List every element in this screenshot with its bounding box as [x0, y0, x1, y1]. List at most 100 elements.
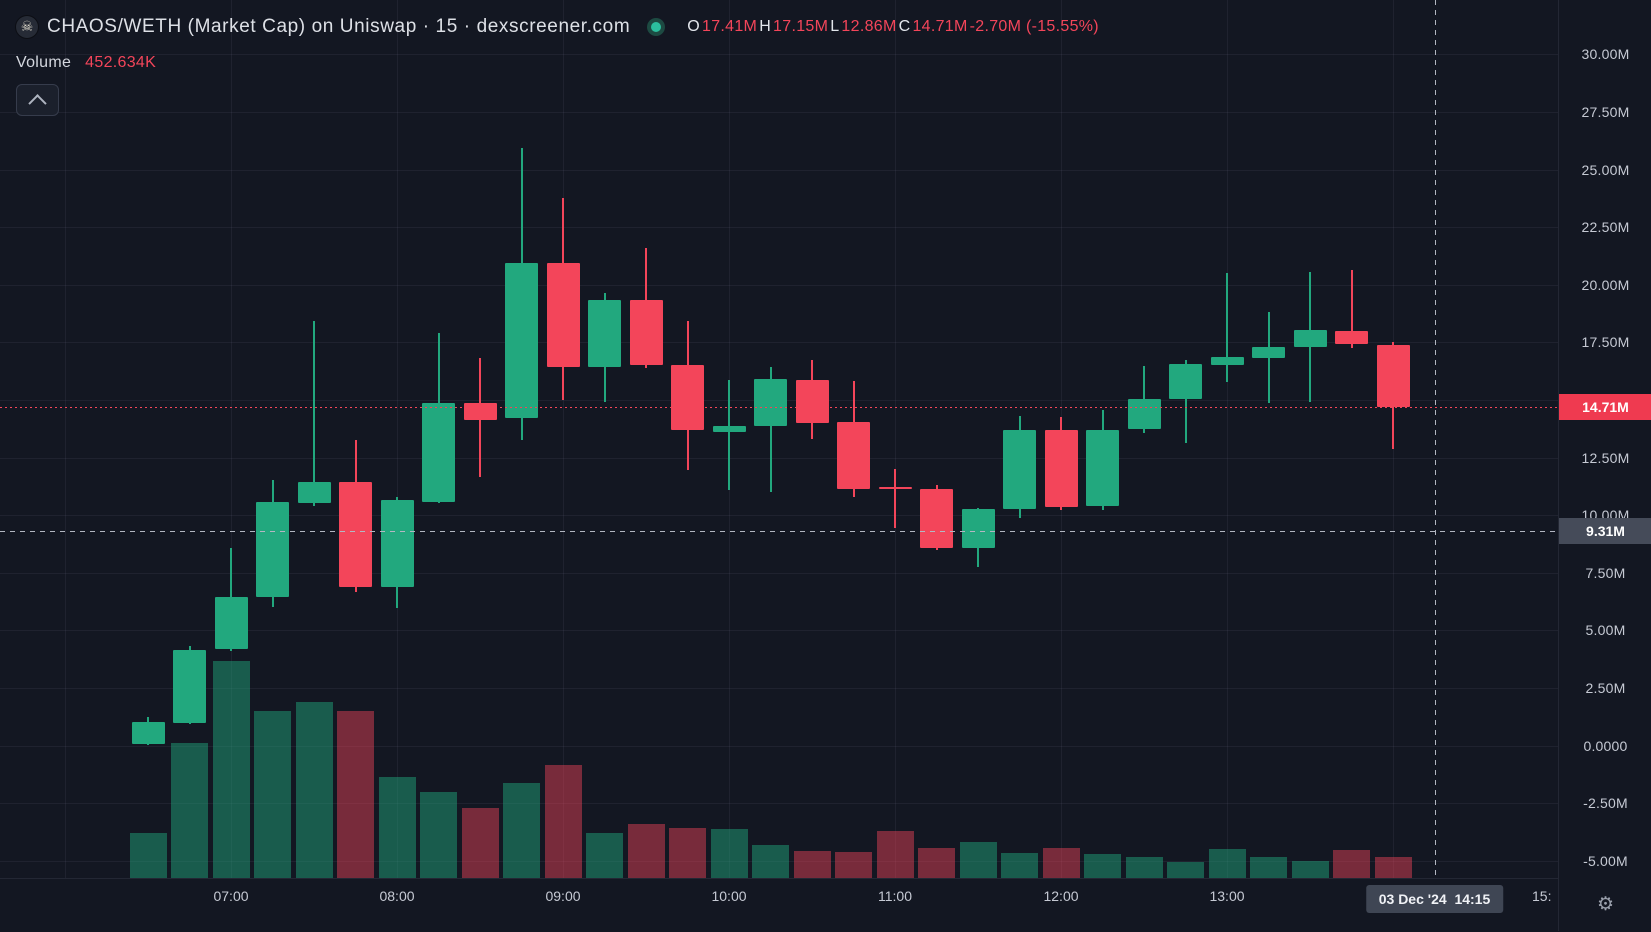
candle — [1376, 344, 1410, 407]
price-axis-label: 30.00M — [1581, 46, 1630, 63]
close-label: C — [898, 17, 911, 35]
high-value: 17.15M — [773, 17, 829, 35]
volume-bar — [544, 764, 582, 878]
horizontal-gridline — [0, 342, 1558, 344]
candle — [837, 422, 870, 490]
vertical-gridline — [65, 0, 66, 878]
volume-bar — [876, 830, 914, 878]
time-axis-label: 10:00 — [711, 888, 747, 904]
candle — [1293, 329, 1327, 348]
horizontal-gridline — [0, 169, 1558, 171]
candle-wick — [894, 469, 896, 529]
price-axis-label: 22.50M — [1581, 219, 1630, 236]
volume-bar — [1374, 857, 1412, 878]
crosshair-price-badge: 9.31M — [1559, 518, 1651, 545]
volume-bar — [171, 743, 208, 878]
price-axis-label: -5.00M — [1583, 852, 1628, 869]
volume-bar — [586, 833, 623, 878]
gear-icon[interactable]: ⚙ — [1596, 894, 1615, 915]
price-axis-label: 0.0000 — [1583, 737, 1628, 754]
change-value: -2.70M (-15.55%) — [969, 17, 1099, 35]
chevron-up-icon — [28, 93, 47, 113]
candle-wick — [1350, 270, 1353, 349]
candle — [1335, 330, 1368, 345]
candle-wick — [728, 380, 730, 491]
price-axis-label: -2.50M — [1583, 795, 1628, 812]
volume-bar — [835, 851, 872, 878]
candle-wick — [1226, 273, 1228, 382]
price-axis-label: 5.00M — [1585, 622, 1626, 639]
time-axis-label: 08:00 — [379, 888, 415, 904]
price-axis-label: 27.50M — [1581, 104, 1630, 121]
volume-bar — [420, 791, 457, 878]
candle — [505, 263, 538, 419]
candle — [380, 499, 414, 587]
candle-wick — [1184, 360, 1187, 443]
horizontal-gridline — [0, 112, 1558, 114]
candle — [712, 426, 746, 432]
time-axis-label: 13:00 — [1209, 888, 1245, 904]
volume-label: Volume — [16, 54, 72, 71]
candle — [920, 489, 953, 549]
vertical-gridline — [895, 0, 896, 878]
current-price-line — [0, 406, 1558, 408]
horizontal-gridline — [0, 227, 1558, 229]
time-axis[interactable]: 03 Dec '24 14:15 07:00 08:00 09:00 10:00 11:… — [0, 878, 1651, 932]
volume-bar — [918, 848, 955, 878]
ohlc-readout: O 17.41M H 17.15M L 12.86M C 14.71M -2.70M (… — [687, 18, 1101, 36]
candle — [629, 300, 663, 365]
candle — [214, 596, 248, 650]
volume-bar — [1167, 861, 1204, 878]
crosshair-vertical-line — [1434, 0, 1436, 878]
legend: ☠ CHAOS/WETH (Market Cap) on Uniswap · 1… — [16, 13, 1101, 116]
candle — [961, 509, 995, 549]
horizontal-gridline — [0, 457, 1558, 459]
close-value: 14.71M — [912, 17, 968, 35]
time-axis-label: 11:00 — [878, 888, 912, 904]
volume-bar — [710, 829, 748, 878]
volume-bar — [461, 807, 499, 878]
time-axis-label: 12:00 — [1043, 888, 1079, 904]
volume-bar — [1291, 861, 1329, 878]
chart-plot-area[interactable] — [0, 0, 1558, 878]
time-axis-label-clipped: 15: — [1532, 888, 1552, 904]
volume-bar — [1084, 853, 1121, 878]
volume-bar — [295, 701, 333, 878]
candle — [1086, 429, 1119, 506]
vertical-gridline — [397, 0, 398, 878]
candle — [256, 501, 289, 597]
crosshair-time-badge: 03 Dec '24 14:15 — [1365, 885, 1504, 913]
price-axis-label: 7.50M — [1585, 564, 1626, 581]
candle-wick — [313, 320, 315, 506]
volume-bar — [1001, 853, 1038, 878]
volume-bar — [337, 710, 374, 878]
vertical-gridline — [563, 0, 564, 878]
volume-bar — [793, 850, 831, 878]
volume-bar — [627, 824, 665, 878]
volume-bar — [1125, 856, 1163, 878]
horizontal-gridline — [0, 803, 1558, 805]
volume-value: 452.634K — [85, 54, 157, 71]
high-label: H — [759, 17, 772, 35]
candle — [546, 263, 580, 367]
volume-bar — [212, 661, 250, 878]
crosshair-horizontal-line — [0, 531, 1558, 533]
axis-corner-cell: ⚙ — [1558, 878, 1651, 931]
horizontal-gridline — [0, 515, 1558, 517]
horizontal-gridline — [0, 54, 1558, 56]
horizontal-gridline — [0, 572, 1558, 574]
candle — [131, 721, 165, 745]
collapse-pane-button[interactable] — [16, 84, 59, 116]
volume-bar — [378, 776, 416, 878]
volume-bar — [959, 841, 997, 878]
legend-title-row: ☠ CHAOS/WETH (Market Cap) on Uniswap · 1… — [16, 13, 1101, 40]
volume-bar — [669, 828, 706, 878]
volume-bar — [1042, 848, 1080, 878]
time-axis-label: 09:00 — [545, 888, 581, 904]
price-axis[interactable]: 30.00M 27.50M 25.00M 22.50M 20.00M 17.50M 12.5… — [1558, 0, 1651, 931]
candle — [297, 482, 331, 503]
price-axis-label: 17.50M — [1581, 334, 1630, 351]
volume-bar — [1333, 849, 1370, 878]
low-value: 12.86M — [841, 17, 897, 35]
price-axis-label: 25.00M — [1581, 161, 1630, 178]
